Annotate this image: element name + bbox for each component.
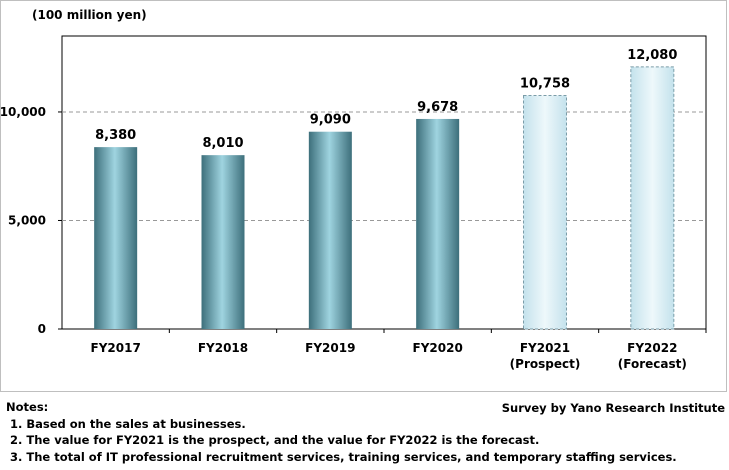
y-unit-label: (100 million yen): [32, 8, 147, 22]
bar-fy2017: [94, 147, 138, 329]
note-item-3: 3. The total of IT professional recruitm…: [10, 449, 677, 464]
value-label: 8,380: [95, 128, 136, 143]
bar-fy2018: [201, 155, 245, 329]
bar-fy2022: [630, 66, 675, 330]
value-label: 9,090: [310, 113, 351, 128]
y-tick-label: 10,000: [0, 105, 46, 119]
source-credit: Survey by Yano Research Institute: [501, 401, 725, 415]
y-tick-label: 5,000: [8, 213, 46, 227]
bar-fy2021: [523, 95, 567, 330]
x-tick-label: FY2022: [627, 341, 677, 355]
note-item-1: 1. Based on the sales at businesses.: [10, 416, 246, 431]
x-tick-label: FY2019: [305, 341, 355, 355]
bar-chart: 0 5,000 10,000 8,380 FY2017 8,010 FY2018 9,090 F…: [0, 35, 707, 371]
note-item-2: 2. The value for FY2021 is the prospect,…: [10, 433, 540, 447]
notes-heading: Notes:: [6, 400, 49, 414]
value-label: 10,758: [520, 77, 570, 92]
bar-fy2020: [416, 118, 460, 329]
x-tick-label: FY2020: [413, 341, 463, 355]
y-tick-label: 0: [38, 322, 46, 336]
x-tick-label: FY2018: [198, 341, 248, 355]
x-tick-sublabel: (Forecast): [618, 357, 687, 371]
x-tick-sublabel: (Prospect): [510, 357, 581, 371]
bar-fy2019: [308, 131, 352, 329]
notes-block: Notes: 1. Based on the sales at business…: [6, 399, 677, 465]
x-tick-label: FY2021: [520, 341, 570, 355]
value-label: 8,010: [202, 136, 243, 151]
x-tick-label: FY2017: [91, 341, 141, 355]
plot-area: [61, 35, 707, 330]
value-label: 12,080: [627, 48, 677, 63]
value-label: 9,678: [417, 100, 458, 115]
